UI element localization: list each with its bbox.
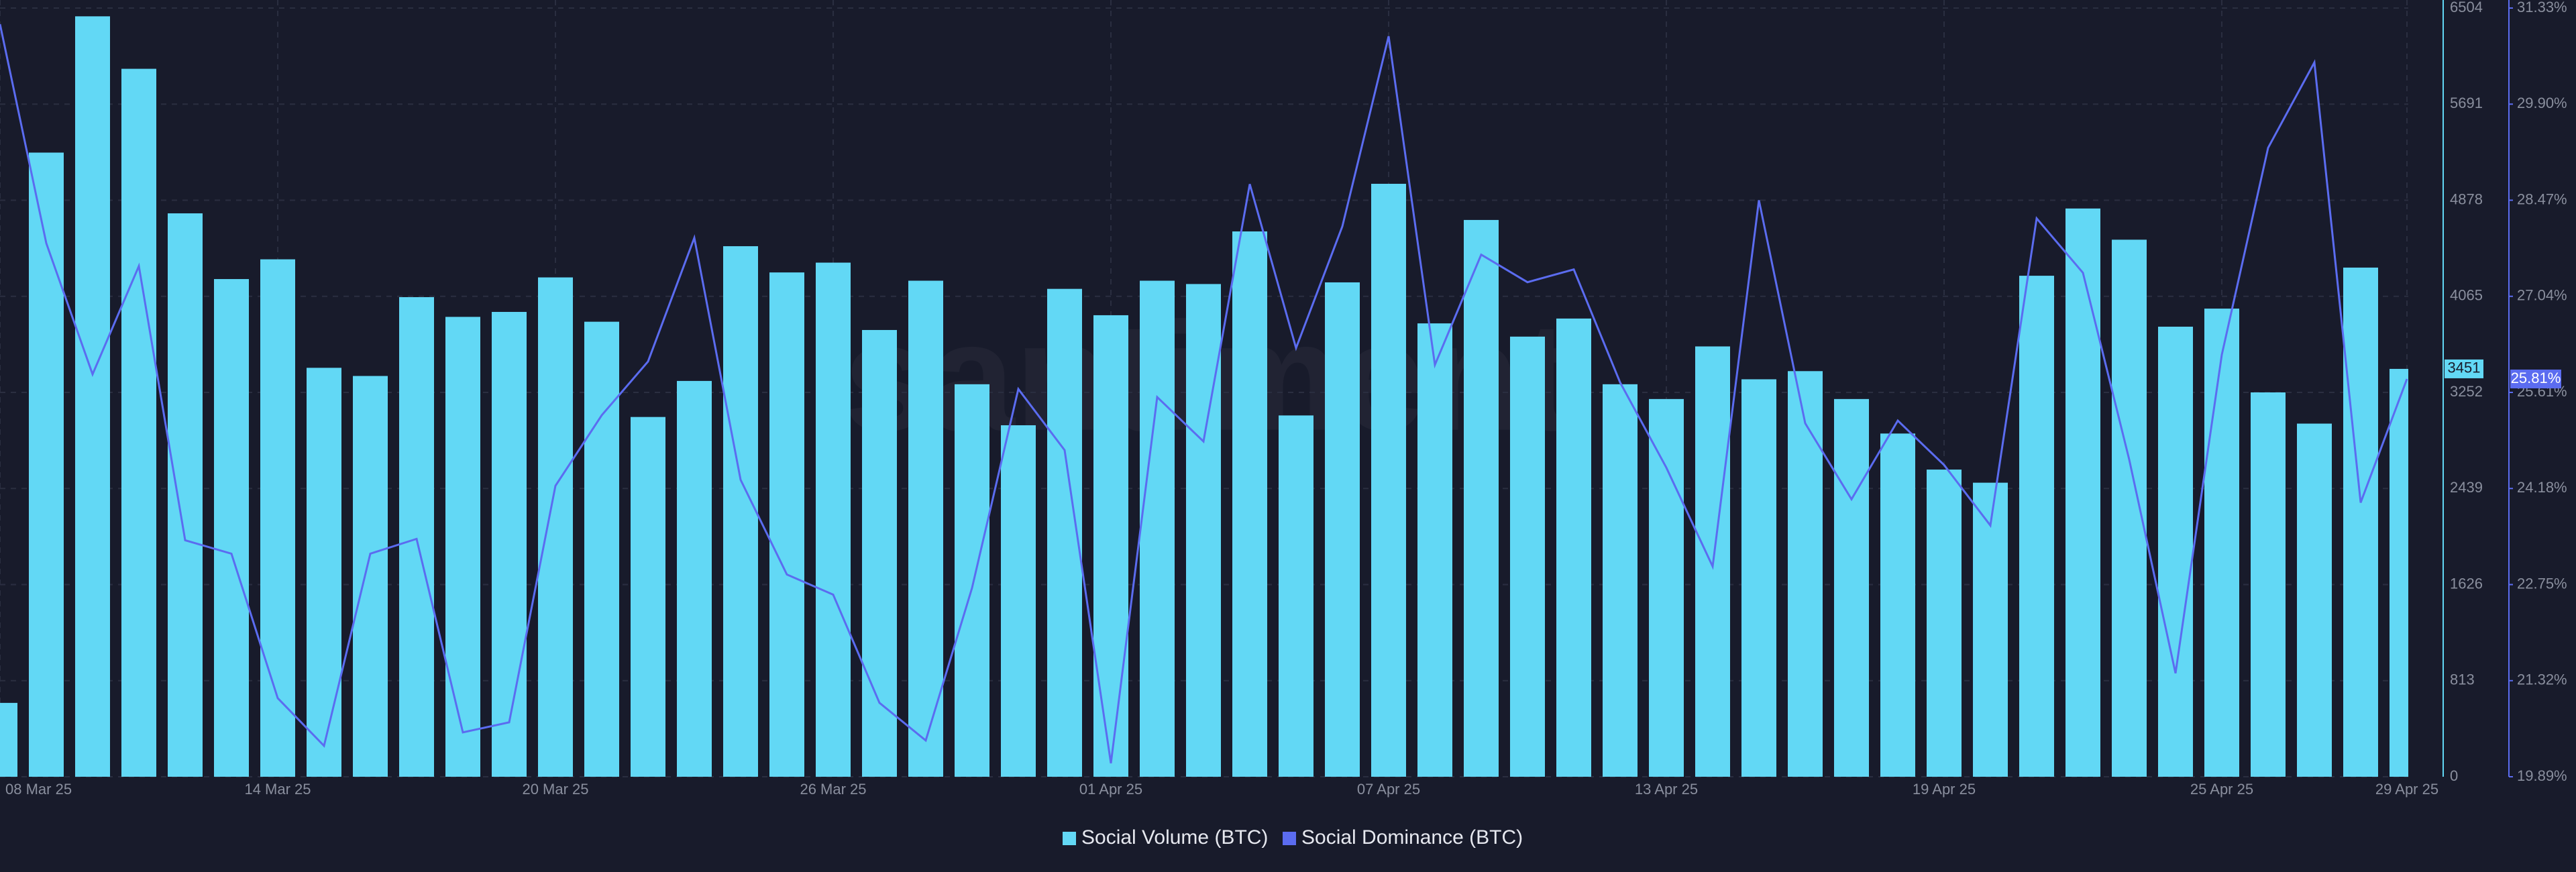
bar (1140, 280, 1175, 777)
x-tick-label: 19 Apr 25 (1913, 781, 1976, 798)
bar (445, 317, 480, 777)
bar (1232, 231, 1267, 777)
y2-tick-label: 27.04% (2517, 287, 2567, 304)
bar (2390, 368, 2408, 777)
x-tick-label: 14 Mar 25 (244, 781, 311, 798)
bar (1186, 284, 1221, 777)
value-flag-label: 3451 (2448, 360, 2481, 376)
bar (2297, 423, 2332, 777)
y-tick-label: 3252 (2450, 383, 2483, 400)
bar (2065, 208, 2100, 777)
y-tick-label: 4065 (2450, 287, 2483, 304)
bar (2204, 309, 2239, 777)
y2-tick-label: 19.89% (2517, 767, 2567, 784)
x-tick-label: 07 Apr 25 (1357, 781, 1420, 798)
bar (1371, 184, 1406, 777)
bar (955, 384, 989, 777)
y-tick-label: 5691 (2450, 95, 2483, 111)
bar (492, 312, 527, 777)
y2-tick-label: 24.18% (2517, 479, 2567, 496)
bar (1093, 315, 1128, 777)
bar (2158, 327, 2193, 777)
bar (121, 68, 156, 777)
y-tick-label: 4878 (2450, 190, 2483, 207)
legend-swatch (1063, 832, 1076, 845)
y2-tick-label: 21.32% (2517, 671, 2567, 688)
line (0, 23, 2408, 764)
legend-swatch (1283, 832, 1296, 845)
bar (2343, 267, 2378, 777)
y-tick-label: 6504 (2450, 0, 2483, 15)
bar (2019, 276, 2054, 777)
value-flag (2510, 369, 2561, 388)
bar (75, 16, 110, 777)
bar (677, 380, 712, 777)
bar (29, 152, 64, 777)
bar (584, 321, 619, 777)
x-tick-label: 01 Apr 25 (1079, 781, 1142, 798)
bar (214, 279, 249, 777)
bar (1741, 379, 1776, 777)
bar (1464, 219, 1499, 777)
x-tick-label: 13 Apr 25 (1635, 781, 1698, 798)
y-tick-label: 1626 (2450, 575, 2483, 592)
bar (260, 259, 295, 777)
bar (1788, 371, 1823, 777)
bar (353, 376, 388, 777)
bar (1417, 323, 1452, 777)
bar (862, 329, 897, 777)
bar (631, 417, 665, 777)
bar (723, 246, 758, 777)
bar (1927, 470, 1962, 777)
bar (0, 702, 17, 777)
x-tick-label: 29 Apr 25 (2375, 781, 2438, 798)
bar (2251, 392, 2286, 777)
bar (908, 280, 943, 777)
y-tick-label: 2439 (2450, 479, 2483, 496)
value-flag-label: 25.81% (2511, 370, 2561, 386)
y2-tick-label: 29.90% (2517, 95, 2567, 111)
x-tick-label: 26 Mar 25 (800, 781, 866, 798)
y-tick-label: 813 (2450, 671, 2475, 688)
legend-label: Social Volume (BTC) (1081, 826, 1268, 849)
bar (816, 262, 851, 777)
legend-label: Social Dominance (BTC) (1301, 826, 1523, 849)
y2-tick-label: 22.75% (2517, 575, 2567, 592)
bar (1973, 482, 2008, 777)
bar (1325, 282, 1360, 777)
x-tick-label: 25 Apr 25 (2190, 781, 2253, 798)
y2-tick-label: 28.47% (2517, 190, 2567, 207)
bar (1001, 425, 1036, 777)
x-tick-label: 08 Mar 25 (5, 781, 72, 798)
bar (1603, 384, 1638, 777)
bar (1880, 433, 1915, 777)
bar (538, 277, 573, 777)
bar (1510, 336, 1545, 777)
bar (1834, 398, 1869, 777)
bar (1556, 318, 1591, 777)
bar (399, 296, 434, 777)
bar (2112, 239, 2147, 777)
y-tick-label: 0 (2450, 767, 2458, 784)
bar (307, 368, 341, 777)
bar (769, 272, 804, 777)
bar (1649, 398, 1684, 777)
x-tick-label: 20 Mar 25 (522, 781, 588, 798)
y2-tick-label: 31.33% (2517, 0, 2567, 15)
bar (1279, 415, 1313, 777)
value-flag (2445, 359, 2483, 378)
bar (168, 213, 203, 777)
